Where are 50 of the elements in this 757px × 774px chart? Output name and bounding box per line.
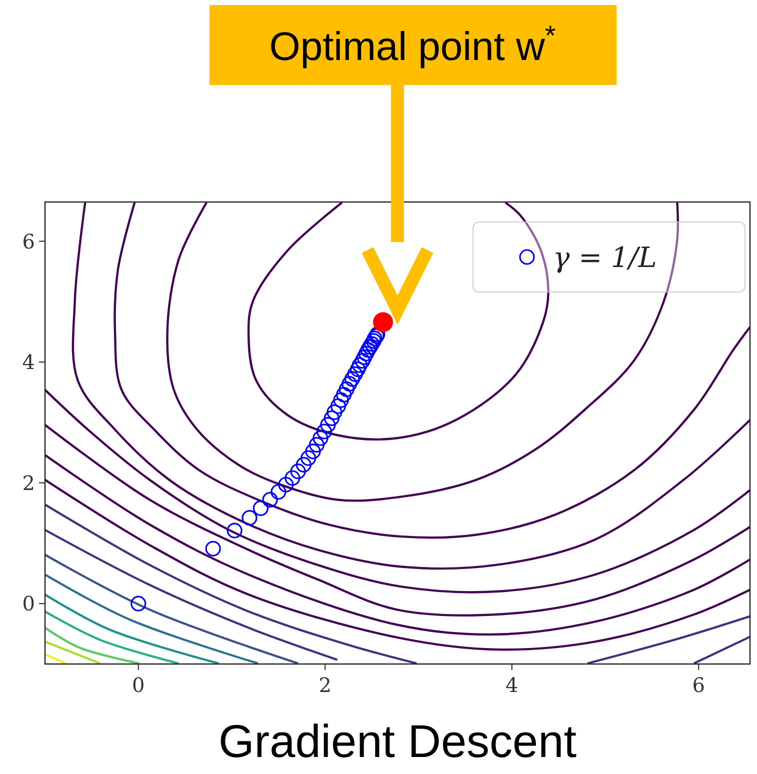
point — [270, 484, 286, 500]
point — [252, 500, 268, 516]
line-series — [45, 388, 750, 594]
point — [312, 430, 328, 446]
x-tick-label: 0 — [132, 673, 145, 697]
point — [205, 540, 221, 556]
point — [373, 312, 394, 332]
point — [352, 357, 368, 373]
y-tick-label: 2 — [22, 470, 35, 495]
legend: γ = 1/L — [472, 222, 746, 292]
point — [316, 424, 332, 440]
point — [300, 450, 316, 466]
point — [320, 417, 336, 433]
y-tick-label: 0 — [22, 592, 35, 616]
point — [324, 410, 340, 426]
point — [308, 436, 325, 453]
line-series — [45, 454, 750, 636]
point — [290, 464, 306, 480]
point — [356, 349, 372, 365]
x-axis-title: Gradient Descent — [218, 715, 577, 767]
point — [336, 386, 352, 402]
point — [284, 470, 300, 486]
y-tick-label: 4 — [22, 350, 35, 374]
point — [326, 404, 342, 420]
point — [338, 381, 354, 397]
point — [226, 522, 242, 538]
point — [296, 456, 312, 472]
point — [130, 596, 146, 612]
point — [347, 366, 363, 382]
line-series — [247, 202, 550, 440]
point — [344, 371, 360, 387]
point — [305, 444, 321, 460]
x-tick-label: 4 — [506, 673, 518, 697]
y-tick-label: 6 — [22, 229, 35, 254]
legend-label: γ = 1/L — [553, 240, 657, 274]
point — [330, 398, 346, 414]
point — [354, 353, 370, 369]
point — [364, 336, 380, 352]
point — [342, 376, 358, 392]
x-tick-label: 2 — [318, 673, 332, 697]
point — [242, 510, 258, 526]
point — [278, 476, 294, 492]
point — [350, 362, 366, 378]
point — [333, 392, 349, 408]
x-tick-label: 6 — [692, 673, 706, 697]
line-series — [166, 202, 679, 502]
point — [262, 492, 278, 508]
text: Optimal point w$^{*}$ — [269, 20, 556, 69]
line-series — [45, 478, 750, 651]
line-series — [45, 424, 750, 616]
